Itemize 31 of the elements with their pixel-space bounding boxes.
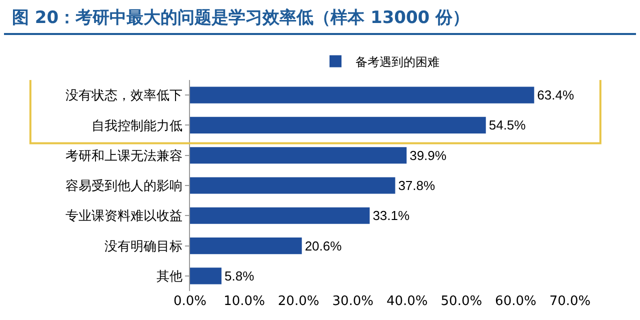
data-label: 20.6% bbox=[304, 238, 342, 254]
bar bbox=[190, 177, 396, 194]
x-tick-label: 70.0% bbox=[549, 294, 591, 309]
y-tick-label: 专业课资料难以收益 bbox=[65, 209, 182, 224]
x-tick-label: 10.0% bbox=[224, 294, 265, 309]
bar bbox=[190, 238, 302, 254]
data-label: 33.1% bbox=[372, 208, 410, 224]
y-tick-label: 其他 bbox=[156, 269, 182, 284]
y-tick-label: 自我控制能力低 bbox=[91, 118, 182, 134]
data-label: 63.4% bbox=[537, 88, 574, 103]
data-label: 5.8% bbox=[224, 268, 255, 284]
data-label: 37.8% bbox=[398, 178, 436, 193]
data-label: 39.9% bbox=[410, 148, 447, 163]
x-tick-label: 50.0% bbox=[440, 294, 482, 309]
x-tick-label: 30.0% bbox=[332, 294, 374, 309]
x-tick-label: 40.0% bbox=[386, 294, 428, 309]
y-tick-label: 没有明确目标 bbox=[104, 239, 182, 254]
x-tick-label: 20.0% bbox=[278, 294, 320, 309]
bar bbox=[190, 116, 486, 134]
y-tick-label: 没有状态，效率低下 bbox=[65, 88, 182, 104]
bar bbox=[190, 268, 222, 284]
y-tick-label: 考研和上课无法兼容 bbox=[65, 148, 182, 164]
y-tick-label: 容易受到他人的影响 bbox=[65, 178, 182, 194]
bar bbox=[190, 207, 370, 224]
legend-label: 备考遇到的困难 bbox=[356, 54, 440, 69]
x-tick-label: 0.0% bbox=[173, 294, 207, 309]
bar bbox=[190, 147, 407, 164]
bar bbox=[190, 86, 534, 104]
data-label: 54.5% bbox=[488, 118, 526, 133]
x-tick-label: 60.0% bbox=[495, 294, 536, 309]
chart-title: 图 20：考研中最大的问题是学习效率低（样本 13000 份） bbox=[4, 0, 636, 35]
